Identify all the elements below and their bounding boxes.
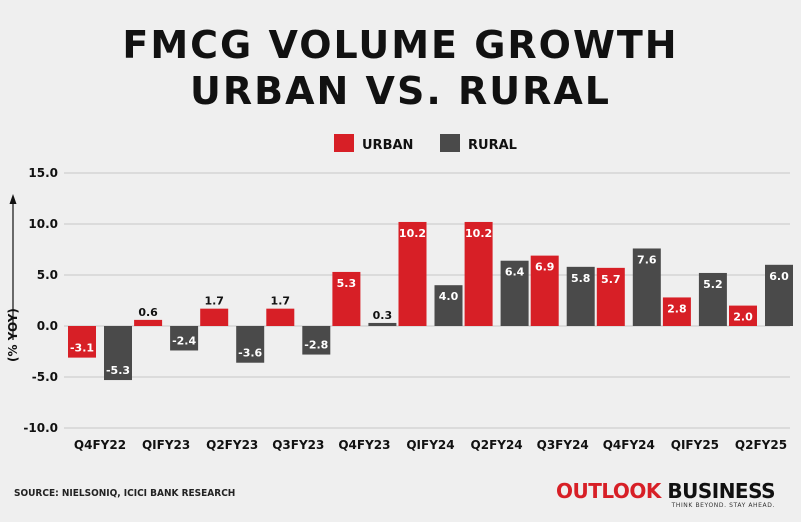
chart-title: FMCG VOLUME GROWTH URBAN VS. RURAL (0, 22, 801, 114)
bar-urban-q2fy23 (200, 308, 229, 326)
bar-urban-qify24 (398, 221, 427, 326)
data-label-rural-qify23: -2.4 (172, 334, 196, 347)
bar-rural-q3fy23 (302, 326, 331, 355)
legend-label-rural: RURAL (468, 138, 517, 153)
y-tick-label: 0.0 (37, 319, 58, 333)
bar-rural-q2fy25 (765, 264, 793, 326)
legend-swatch-rural (440, 134, 460, 152)
data-label-rural-q2fy25: 6.0 (769, 270, 789, 283)
bar-urban-q4fy24 (596, 267, 625, 326)
x-tick-label: Q2FY23 (206, 438, 258, 452)
bar-urban-q4fy22 (68, 326, 96, 358)
x-tick-label: Q2FY25 (735, 438, 787, 452)
bar-urban-qify25 (662, 297, 691, 326)
data-label-urban-q4fy23: 5.3 (337, 277, 357, 290)
data-label-rural-qify24: 4.0 (439, 290, 459, 303)
data-label-rural-q3fy24: 5.8 (571, 272, 591, 285)
data-label-urban-q2fy24: 10.2 (465, 227, 492, 240)
bar-rural-qify24 (434, 285, 463, 326)
data-label-rural-q4fy23: 0.3 (373, 309, 393, 322)
y-tick-label: 5.0 (37, 268, 58, 282)
x-tick-label: Q4FY24 (603, 438, 655, 452)
bar-urban-q3fy24 (530, 255, 559, 326)
bar-rural-q3fy24 (566, 266, 595, 326)
legend-swatch-urban (334, 134, 354, 152)
data-label-urban-qify25: 2.8 (667, 302, 687, 315)
brand-tagline: THINK BEYOND. STAY AHEAD. (671, 502, 775, 509)
y-tick-label: 10.0 (28, 217, 58, 231)
brand-word-business: BUSINESS (667, 479, 775, 503)
bar-rural-q2fy24 (500, 260, 529, 326)
bar-rural-qify25 (698, 272, 727, 326)
bar-urban-q2fy25 (729, 305, 757, 326)
x-tick-label: Q3FY24 (537, 438, 589, 452)
data-label-urban-q3fy23: 1.7 (271, 295, 291, 308)
x-tick-label: Q4FY23 (338, 438, 390, 452)
bar-urban-q2fy24 (464, 221, 493, 326)
bar-urban-q4fy23 (332, 271, 361, 326)
data-label-urban-q3fy24: 6.9 (535, 261, 555, 274)
data-label-rural-q4fy22: -5.3 (106, 364, 130, 377)
bar-rural-q4fy24 (632, 248, 661, 326)
bar-rural-qify23 (170, 326, 199, 351)
x-tick-label: QIFY24 (406, 438, 454, 452)
data-label-urban-q4fy24: 5.7 (601, 273, 621, 286)
source-note: SOURCE: NIELSONIQ, ICICI BANK RESEARCH (14, 488, 236, 499)
data-label-urban-q2fy25: 2.0 (733, 311, 753, 324)
x-tick-label: QIFY25 (671, 438, 719, 452)
brand-logo: OUTLOOK BUSINESS THINK BEYOND. STAY AHEA… (555, 479, 776, 509)
data-label-rural-q2fy23: -3.6 (238, 347, 262, 360)
data-label-urban-q4fy22: -3.1 (70, 342, 94, 355)
bar-urban-q3fy23 (266, 308, 295, 326)
title-line-1: FMCG VOLUME GROWTH (122, 23, 679, 67)
data-label-rural-q2fy24: 6.4 (505, 266, 525, 279)
data-label-rural-q3fy23: -2.8 (304, 339, 328, 352)
legend-label-urban: URBAN (362, 138, 413, 153)
y-tick-label: -10.0 (23, 421, 58, 435)
y-tick-label: 15.0 (28, 166, 58, 180)
bar-urban-qify23 (134, 319, 163, 326)
x-tick-label: Q2FY24 (471, 438, 523, 452)
data-label-urban-qify23: 0.6 (138, 306, 158, 319)
data-label-urban-qify24: 10.2 (399, 227, 426, 240)
title-line-2: URBAN VS. RURAL (190, 69, 611, 113)
bar-rural-q2fy23 (236, 326, 265, 363)
x-tick-label: Q3FY23 (272, 438, 324, 452)
brand-word-outlook: OUTLOOK (555, 479, 661, 503)
data-label-rural-qify25: 5.2 (703, 278, 723, 291)
bar-rural-q4fy22 (104, 326, 132, 381)
x-tick-label: QIFY23 (142, 438, 190, 452)
y-axis-arrow-head (9, 194, 17, 204)
x-tick-label: Q4FY22 (74, 438, 126, 452)
data-label-urban-q2fy23: 1.7 (204, 295, 224, 308)
bar-rural-q4fy23 (368, 322, 397, 326)
y-tick-label: -5.0 (32, 370, 58, 384)
data-label-rural-q4fy24: 7.6 (637, 253, 657, 266)
